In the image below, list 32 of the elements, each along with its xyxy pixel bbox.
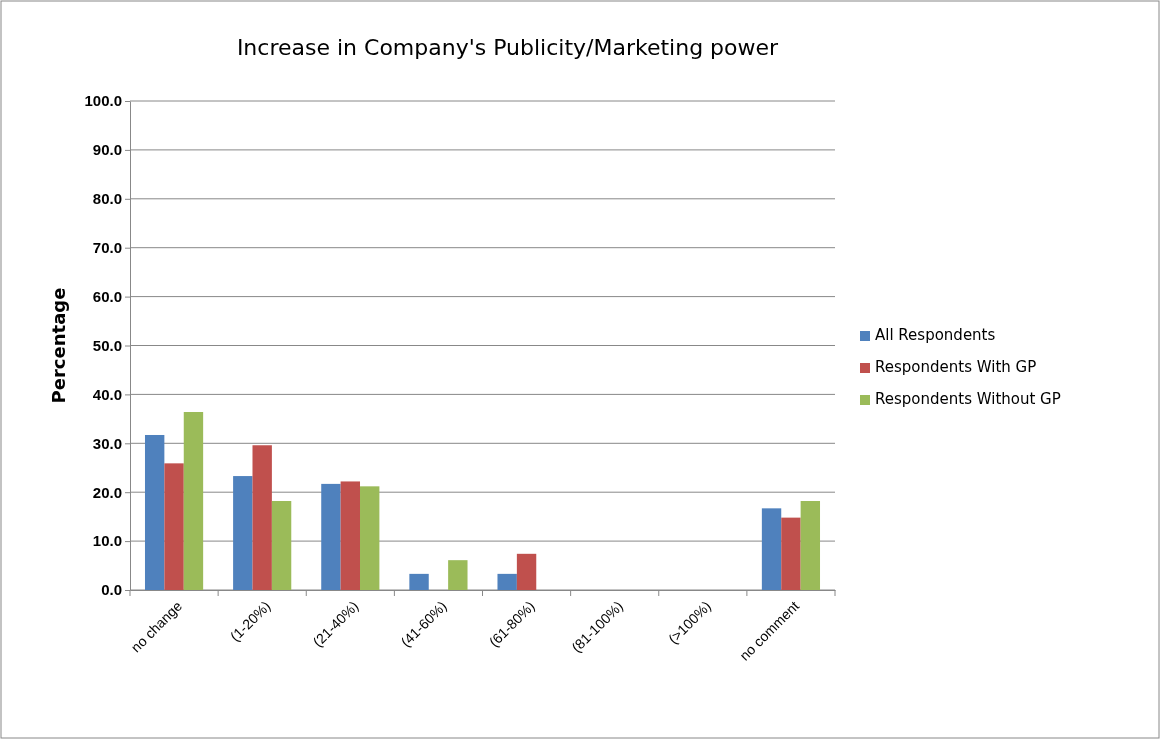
y-tick-label: 30.0 [92,434,122,452]
bar [497,573,517,590]
y-tick-label: 70.0 [92,239,122,256]
bar [360,486,380,590]
bar [164,463,184,590]
y-tick-label: 40.0 [92,385,122,403]
y-tick-label: 20.0 [92,483,122,501]
y-tick-label: 90.0 [92,141,122,159]
bar [409,573,429,590]
y-tick-label: 50.0 [92,336,122,354]
chart-title: Increase in Company's Publicity/Marketing power [236,35,780,60]
bar [321,483,341,590]
bar [144,434,165,590]
y-tick-label: 10.0 [92,532,122,550]
bar [448,560,468,590]
legend-label: All Respondents [875,326,996,344]
y-tick-label: 100.0 [84,92,122,110]
bar [233,476,253,590]
bar [271,501,292,590]
bar [183,412,204,590]
bar [781,517,801,590]
y-axis-title: Percentage [48,287,69,404]
bar [761,508,782,590]
legend-label: Respondents Without GP [875,390,1061,408]
bar [252,445,272,590]
bar [340,481,361,590]
y-tick-label: 60.0 [92,287,122,305]
y-tick-label: 0.0 [101,581,122,599]
bar [516,553,537,590]
y-tick-label: 80.0 [92,190,122,208]
legend-label: Respondents With GP [875,358,1037,376]
bar [800,501,821,590]
